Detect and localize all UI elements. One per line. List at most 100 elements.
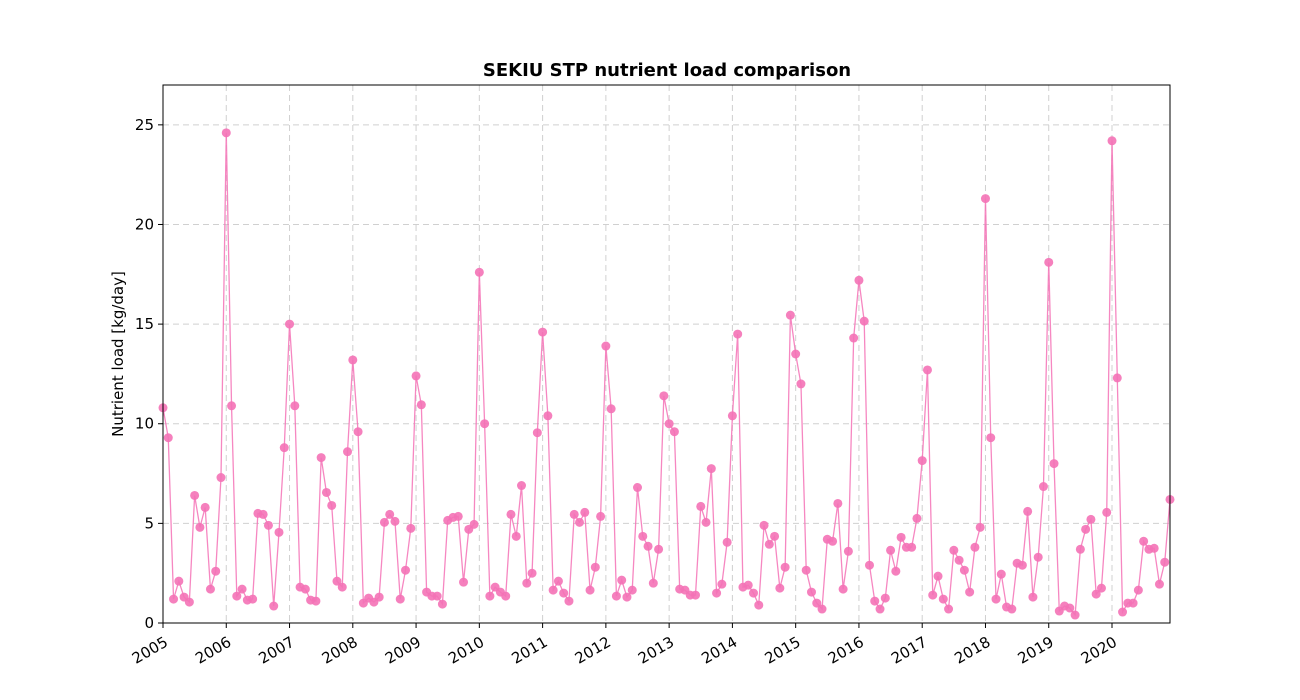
data-point — [501, 591, 511, 601]
data-point — [485, 591, 495, 601]
data-point — [743, 580, 753, 590]
x-tick-label: 2017 — [888, 633, 930, 668]
data-point — [190, 490, 200, 500]
data-point — [712, 588, 722, 598]
data-point — [1086, 514, 1096, 524]
data-point — [970, 542, 980, 552]
data-point — [385, 509, 395, 519]
data-point — [633, 483, 642, 492]
data-point — [654, 544, 664, 554]
data-point — [770, 531, 780, 541]
data-point — [416, 400, 426, 410]
data-point — [891, 566, 901, 576]
data-point — [717, 579, 727, 589]
series-line — [162, 132, 1171, 617]
x-tick-label: 2013 — [635, 633, 677, 668]
data-point — [321, 487, 331, 497]
data-point — [733, 329, 743, 339]
data-point — [722, 537, 732, 547]
data-point — [643, 541, 653, 551]
data-point — [659, 391, 669, 401]
data-point — [1075, 544, 1085, 554]
data-point — [907, 542, 917, 552]
data-point — [311, 596, 321, 606]
data-point — [791, 349, 801, 359]
data-point — [343, 447, 353, 457]
data-point — [596, 511, 606, 521]
data-point — [1102, 507, 1112, 517]
x-tick-label: 2015 — [762, 633, 804, 668]
data-point — [949, 545, 959, 555]
data-point — [575, 517, 585, 527]
y-tick-label: 20 — [135, 215, 154, 233]
data-point — [817, 604, 827, 614]
chart-title: SEKIU STP nutrient load comparison — [483, 60, 851, 81]
data-point — [553, 576, 563, 586]
data-point — [569, 509, 579, 519]
data-point — [559, 588, 569, 598]
y-axis-label: Nutrient load [kg/day] — [109, 271, 127, 437]
data-point — [638, 531, 648, 541]
data-point — [337, 582, 347, 592]
data-point — [669, 427, 679, 437]
data-point — [1149, 543, 1159, 553]
data-point — [938, 594, 948, 604]
data-point — [880, 593, 890, 603]
data-point — [864, 560, 874, 570]
data-point — [928, 590, 938, 600]
plot-frame — [162, 84, 1171, 624]
y-tick-label: 0 — [144, 614, 154, 632]
data-point — [1091, 589, 1101, 599]
data-point — [986, 433, 996, 443]
data-point — [706, 464, 716, 474]
data-point — [1096, 583, 1106, 593]
x-tick-label: 2009 — [382, 633, 424, 668]
data-point — [701, 517, 711, 527]
x-tick-label: 2005 — [129, 633, 171, 668]
data-point — [1128, 598, 1138, 608]
data-point — [922, 365, 932, 375]
data-point — [548, 585, 558, 595]
data-point — [263, 520, 273, 530]
data-point — [754, 600, 764, 610]
x-tick-label: 2019 — [1015, 633, 1057, 668]
data-point — [216, 473, 226, 483]
data-point — [379, 517, 389, 527]
data-point — [843, 546, 853, 556]
data-point — [437, 599, 447, 609]
data-point — [411, 371, 421, 381]
data-point — [348, 355, 358, 365]
data-point — [727, 411, 737, 421]
data-point — [854, 275, 864, 285]
data-point — [764, 539, 774, 549]
data-point — [169, 594, 179, 604]
data-point — [611, 591, 621, 601]
data-point — [580, 507, 590, 517]
data-point — [248, 594, 258, 604]
data-point — [664, 419, 674, 429]
data-point — [174, 576, 184, 586]
data-point — [1049, 459, 1059, 469]
series-layer — [158, 128, 1175, 620]
data-point — [527, 568, 537, 578]
data-point — [390, 516, 400, 526]
data-point — [896, 532, 906, 542]
data-point — [1118, 607, 1128, 617]
x-tick-label: 2016 — [825, 633, 867, 668]
data-point — [585, 585, 595, 595]
y-tick-label: 5 — [144, 514, 154, 532]
data-point — [1070, 610, 1080, 620]
data-point — [1112, 373, 1122, 383]
x-tick-label: 2020 — [1078, 633, 1120, 668]
y-tick-label: 15 — [135, 315, 154, 333]
data-point — [991, 594, 1001, 604]
data-point — [543, 411, 553, 421]
data-point — [401, 565, 411, 575]
data-point — [200, 502, 210, 512]
data-point — [691, 590, 700, 600]
x-tick-label: 2012 — [572, 633, 614, 668]
data-point — [474, 267, 484, 277]
data-point — [780, 562, 790, 572]
x-tick-label: 2010 — [445, 633, 487, 668]
